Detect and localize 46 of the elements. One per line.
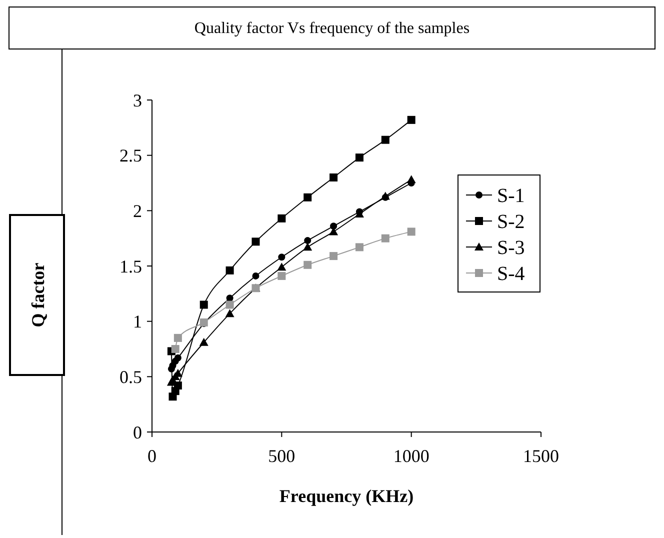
point (199, 338, 208, 346)
point (225, 309, 234, 318)
chart-title: Quality factor Vs frequency of the samples (194, 20, 470, 37)
point (330, 252, 338, 260)
point (171, 345, 180, 353)
point (407, 116, 416, 124)
point (304, 237, 312, 244)
legend-label: S-4 (497, 263, 525, 285)
legend-label: S-3 (497, 237, 525, 259)
point (278, 254, 286, 261)
y-tick-label: 2.5 (120, 146, 142, 166)
y-tick-label: 1.5 (120, 256, 142, 276)
point (174, 334, 182, 342)
y-tick-label: 2 (133, 200, 142, 221)
point (278, 272, 286, 280)
point (330, 222, 338, 230)
point (226, 300, 234, 309)
x-tick-label: 1500 (523, 446, 559, 466)
point (200, 300, 208, 309)
point (406, 175, 416, 184)
point (407, 228, 416, 236)
point (304, 260, 312, 269)
x-tick-label: 1000 (393, 446, 430, 466)
legend-label: S-2 (497, 211, 525, 233)
point (226, 266, 234, 274)
x-axis-title: Frequency (KHz) (279, 486, 414, 506)
point (278, 214, 286, 222)
x-tick-label: 0 (148, 446, 156, 466)
point (381, 234, 390, 242)
point (304, 193, 312, 202)
legend-label: S-1 (497, 185, 525, 207)
y-tick-label: 0.5 (120, 366, 142, 387)
y-tick-label: 0 (133, 422, 142, 442)
point (330, 173, 338, 182)
point (303, 242, 312, 251)
point (174, 354, 182, 362)
point (252, 238, 260, 246)
point (252, 272, 260, 280)
x-tick-label: 500 (268, 446, 296, 466)
y-axis-title: Q factor (28, 262, 48, 328)
point (355, 243, 364, 252)
y-tick-label: 1 (133, 312, 142, 332)
y-tick-label: 3 (133, 90, 142, 110)
point (277, 262, 286, 271)
point (381, 136, 390, 144)
point (355, 154, 364, 162)
